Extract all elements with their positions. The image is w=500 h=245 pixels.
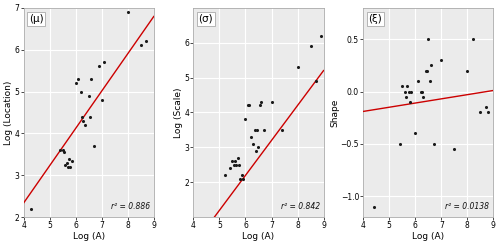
- X-axis label: Log (A): Log (A): [412, 232, 444, 241]
- Point: [396, 142, 404, 146]
- Point: [468, 37, 476, 41]
- Point: [239, 177, 247, 181]
- Point: [142, 39, 150, 43]
- X-axis label: Log (A): Log (A): [72, 232, 104, 241]
- Point: [58, 148, 66, 152]
- Text: r² = 0.886: r² = 0.886: [110, 202, 150, 211]
- Point: [294, 65, 302, 69]
- Point: [124, 10, 132, 14]
- Point: [231, 159, 239, 163]
- Point: [404, 84, 411, 88]
- Point: [226, 166, 234, 170]
- Point: [62, 161, 70, 165]
- Point: [60, 150, 68, 154]
- Point: [61, 163, 69, 167]
- Point: [256, 104, 264, 108]
- Text: (μ): (μ): [29, 14, 43, 24]
- Point: [268, 100, 276, 104]
- Point: [419, 95, 427, 99]
- Point: [86, 115, 94, 119]
- Point: [278, 128, 286, 132]
- Point: [306, 44, 314, 48]
- Point: [370, 205, 378, 209]
- Point: [464, 69, 471, 73]
- Point: [401, 90, 409, 94]
- Point: [412, 132, 420, 135]
- Point: [250, 142, 258, 146]
- Point: [95, 64, 103, 68]
- Point: [220, 173, 228, 177]
- Point: [88, 77, 96, 81]
- Point: [65, 157, 73, 160]
- Point: [235, 163, 243, 167]
- Point: [317, 34, 325, 37]
- Point: [68, 159, 76, 163]
- Point: [56, 148, 64, 152]
- Point: [418, 90, 426, 94]
- Point: [427, 63, 435, 67]
- Point: [78, 115, 86, 119]
- Point: [406, 100, 414, 104]
- Point: [312, 79, 320, 83]
- Point: [234, 156, 241, 160]
- Point: [252, 149, 260, 153]
- X-axis label: Log (A): Log (A): [242, 232, 274, 241]
- Point: [232, 163, 240, 167]
- Point: [238, 173, 246, 177]
- Point: [28, 207, 36, 211]
- Text: (σ): (σ): [198, 14, 213, 24]
- Point: [450, 147, 458, 151]
- Point: [242, 118, 250, 122]
- Point: [254, 146, 262, 149]
- Text: r² = 0.842: r² = 0.842: [280, 202, 320, 211]
- Point: [244, 104, 252, 108]
- Point: [74, 77, 82, 81]
- Text: r² = 0.0138: r² = 0.0138: [446, 202, 490, 211]
- Point: [402, 95, 410, 99]
- Point: [100, 60, 108, 64]
- Point: [72, 81, 80, 85]
- Point: [423, 69, 431, 73]
- Point: [438, 58, 446, 62]
- Point: [257, 100, 265, 104]
- Y-axis label: Shape: Shape: [330, 98, 339, 127]
- Point: [200, 226, 208, 230]
- Text: (ξ): (ξ): [368, 14, 382, 24]
- Point: [414, 79, 422, 83]
- Point: [90, 144, 98, 148]
- Point: [484, 110, 492, 114]
- Y-axis label: Log (Location): Log (Location): [4, 80, 13, 145]
- Point: [424, 37, 432, 41]
- Point: [476, 110, 484, 114]
- Point: [422, 69, 430, 73]
- Point: [430, 142, 438, 146]
- Point: [66, 165, 74, 169]
- Point: [236, 177, 244, 181]
- Point: [228, 159, 236, 163]
- Point: [77, 90, 85, 94]
- Point: [246, 104, 254, 108]
- Point: [136, 43, 144, 47]
- Point: [416, 90, 424, 94]
- Point: [408, 90, 416, 94]
- Point: [405, 90, 413, 94]
- Point: [260, 128, 268, 132]
- Point: [398, 84, 406, 88]
- Point: [482, 105, 490, 109]
- Point: [250, 128, 258, 132]
- Y-axis label: Log (Scale): Log (Scale): [174, 87, 183, 138]
- Point: [80, 119, 88, 123]
- Point: [98, 98, 106, 102]
- Point: [426, 79, 434, 83]
- Point: [81, 123, 89, 127]
- Point: [84, 94, 92, 98]
- Point: [246, 135, 254, 139]
- Point: [64, 165, 72, 169]
- Point: [253, 128, 261, 132]
- Point: [230, 163, 238, 167]
